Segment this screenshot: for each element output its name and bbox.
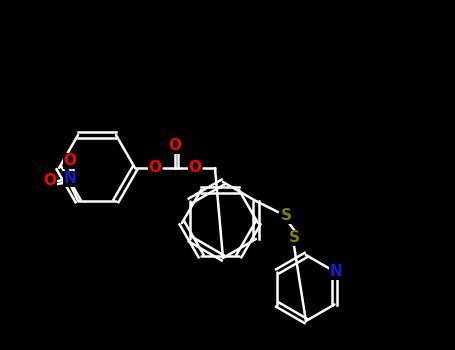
Text: N: N [64, 172, 76, 187]
Text: O: O [64, 153, 76, 168]
Text: N: N [330, 264, 343, 279]
Text: O: O [148, 161, 162, 175]
Text: O: O [188, 161, 202, 175]
Text: S: S [288, 231, 299, 245]
Text: S: S [280, 209, 291, 224]
Text: O: O [168, 139, 182, 154]
Text: O: O [44, 173, 56, 188]
